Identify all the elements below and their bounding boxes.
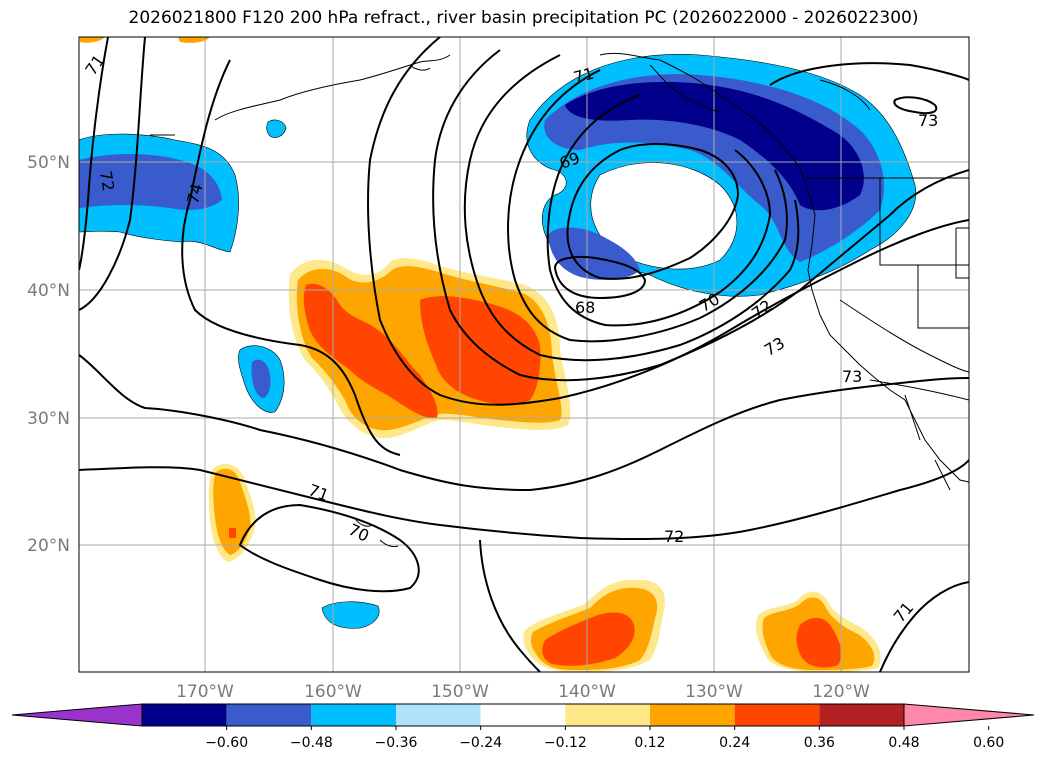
lat-label: 40°N bbox=[27, 281, 70, 301]
lat-label: 50°N bbox=[27, 153, 70, 173]
gridlines bbox=[79, 37, 969, 672]
colorbar-segment bbox=[396, 704, 481, 726]
lon-label: 140°W bbox=[558, 682, 616, 702]
colorbar-extend-low bbox=[11, 703, 143, 727]
lon-label: 170°W bbox=[176, 682, 234, 702]
lat-label: 20°N bbox=[27, 536, 70, 556]
contour-label: 68 bbox=[575, 298, 595, 317]
positive-anomaly-west-red bbox=[229, 528, 236, 538]
negative-anomaly-small-3 bbox=[266, 119, 287, 138]
colorbar-segment bbox=[142, 704, 227, 726]
colorbar-segment bbox=[480, 704, 566, 726]
colorbar-label: −0.60 bbox=[205, 735, 248, 751]
lat-label: 30°N bbox=[27, 409, 70, 429]
positive-anomaly-west-orange bbox=[213, 468, 251, 555]
colorbar-extend-high bbox=[903, 703, 1035, 727]
colorbar-label: −0.36 bbox=[375, 735, 418, 751]
map-title: 2026021800 F120 200 hPa refract., river … bbox=[128, 8, 919, 28]
negative-anomaly-small-2 bbox=[321, 601, 380, 629]
coastlines bbox=[150, 52, 969, 548]
colorbar-label: 0.36 bbox=[804, 735, 835, 751]
longitude-labels: 170°W 160°W 150°W 140°W 130°W 120°W bbox=[176, 682, 870, 702]
map-border bbox=[78, 36, 970, 673]
positive-anomaly-top-edge-2 bbox=[178, 37, 210, 43]
colorbar-segment bbox=[819, 704, 904, 726]
contour-label: 71 bbox=[571, 64, 596, 88]
positive-anomaly-south-red bbox=[542, 612, 635, 666]
colorbar-label: 0.24 bbox=[719, 735, 750, 751]
lon-label: 150°W bbox=[431, 682, 489, 702]
negative-anomaly-west-inner bbox=[79, 154, 222, 210]
lon-label: 120°W bbox=[812, 682, 870, 702]
lon-label: 160°W bbox=[304, 682, 362, 702]
colorbar-label: −0.48 bbox=[290, 735, 333, 751]
negative-anomaly-small-1-inner bbox=[251, 359, 271, 398]
positive-anomaly-top-edge bbox=[80, 37, 105, 43]
colorbar: −0.60 −0.48 −0.36 −0.24 −0.12 0.12 0.24 0.36 0.4… bbox=[11, 703, 1035, 751]
colorbar-label: −0.12 bbox=[544, 735, 587, 751]
contour-label: 72 bbox=[664, 527, 684, 546]
colorbar-segment bbox=[565, 704, 650, 726]
colorbar-segment bbox=[734, 704, 820, 726]
colorbar-label: 0.12 bbox=[634, 735, 665, 751]
contour-label: 73 bbox=[842, 367, 862, 386]
contour-label: 72 bbox=[96, 169, 118, 192]
positive-anomaly-central-red bbox=[303, 283, 541, 419]
colorbar-segment bbox=[650, 704, 735, 726]
refractivity-contours bbox=[79, 37, 969, 672]
colorbar-label: 0.48 bbox=[888, 735, 919, 751]
lon-label: 130°W bbox=[685, 682, 743, 702]
latitude-labels: 50°N 40°N 30°N 20°N bbox=[27, 153, 70, 556]
precip-shading bbox=[79, 37, 917, 672]
colorbar-segment bbox=[226, 704, 312, 726]
negative-anomaly-northeast-core bbox=[565, 81, 864, 211]
colorbar-label: 0.60 bbox=[973, 735, 1004, 751]
colorbar-outline bbox=[141, 703, 905, 727]
positive-anomaly-southeast-red bbox=[796, 617, 842, 668]
negative-anomaly-east-inner bbox=[548, 227, 640, 280]
contour-label: 74 bbox=[183, 181, 207, 206]
colorbar-label: −0.24 bbox=[459, 735, 502, 751]
colorbar-segment bbox=[311, 704, 396, 726]
contour-label: 73 bbox=[918, 111, 938, 130]
